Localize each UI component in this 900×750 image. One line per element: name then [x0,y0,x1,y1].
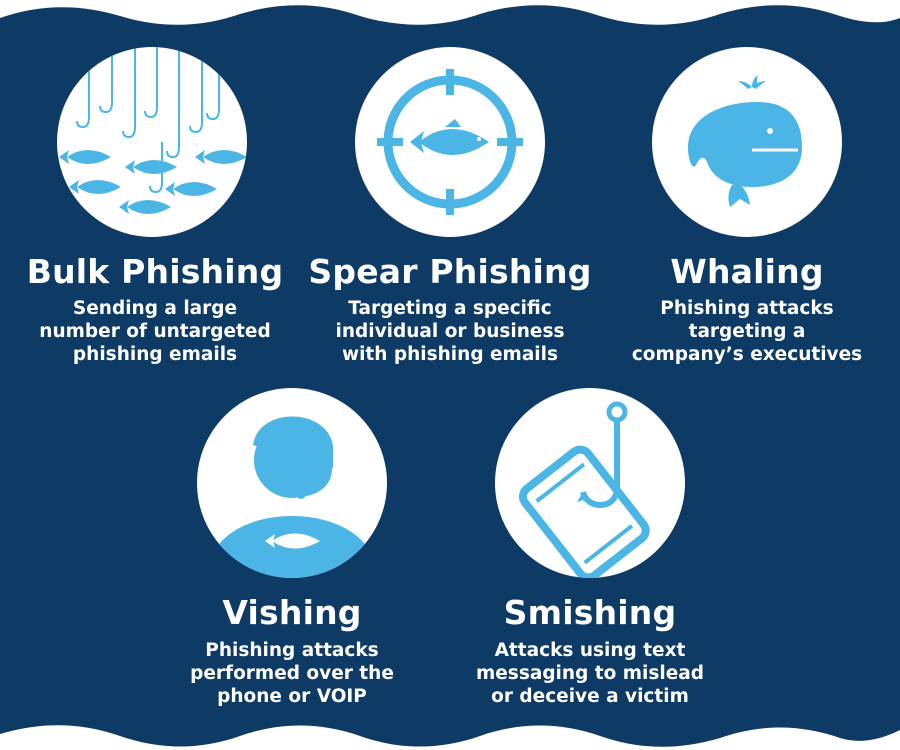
smishing-description: Attacks using text messaging to mislead … [440,639,740,708]
bulk-phishing-description: Sending a large number of untargeted phi… [5,297,305,366]
vishing-title: Vishing [222,593,362,632]
whale-icon [688,75,802,207]
smishing-title: Smishing [503,593,677,632]
phone-hook-icon [518,401,650,578]
spear-phishing-circle [355,47,545,237]
desc-line: individual or business [335,321,565,342]
bulk-phishing-circle [57,47,247,237]
desc-line: Sending a large [72,298,238,319]
vishing-description: Phishing attacks performed over the phon… [142,639,442,708]
whaling-circle [652,47,842,237]
desc-line: Targeting a specific [348,298,552,319]
desc-line: phone or VOIP [217,686,367,707]
vishing-circle [197,388,387,578]
desc-line: with phishing emails [341,344,559,365]
desc-line: messaging to mislead [475,663,704,684]
desc-line: number of untargeted [39,321,271,342]
spear-phishing-title: Spear Phishing [308,252,592,291]
headset-person-icon [207,416,377,578]
desc-line: company’s executives [631,344,863,365]
desc-line: Phishing attacks [205,640,379,661]
desc-line: targeting a [688,321,806,342]
smishing-circle [495,388,685,578]
desc-line: Phishing attacks [660,298,834,319]
fish-and-hooks-icon [59,47,247,214]
bulk-phishing-title: Bulk Phishing [26,252,284,291]
spear-phishing-description: Targeting a specific individual or busin… [300,297,600,366]
whaling-title: Whaling [670,252,824,291]
desc-line: or deceive a victim [491,686,689,707]
crosshair-fish-icon [377,69,523,215]
desc-line: performed over the [190,663,394,684]
desc-line: phishing emails [72,344,238,365]
whaling-description: Phishing attacks targeting a company’s e… [597,297,897,366]
desc-line: Attacks using text [494,640,686,661]
